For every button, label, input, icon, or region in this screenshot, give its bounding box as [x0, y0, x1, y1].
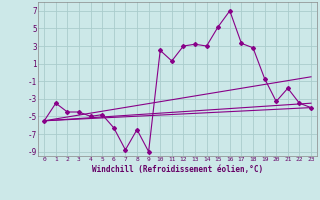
- X-axis label: Windchill (Refroidissement éolien,°C): Windchill (Refroidissement éolien,°C): [92, 165, 263, 174]
